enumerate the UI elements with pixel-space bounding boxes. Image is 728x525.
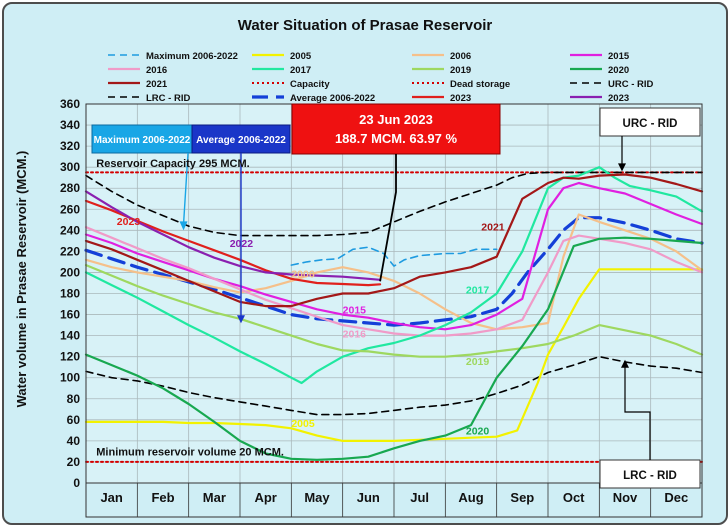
series-line-lrc-rid <box>85 355 703 416</box>
series-line-2021 <box>84 173 704 308</box>
series-label: 2019 <box>466 356 490 368</box>
reservoir-chart: Water Situation of Prasae Reservoir Maxi… <box>14 17 716 518</box>
series-label: 2015 <box>343 305 367 317</box>
maximum-arrowhead <box>179 221 188 231</box>
lrc-arrowhead <box>621 359 629 368</box>
series-line-2020 <box>84 236 704 461</box>
y-tick-label: 0 <box>73 476 80 490</box>
series-label: 2021 <box>481 221 505 233</box>
y-tick-label: 260 <box>60 202 80 216</box>
urc-label: URC - RID <box>623 118 678 130</box>
series-line-urc-rid <box>85 171 703 237</box>
maximum-pointer <box>182 152 189 225</box>
y-tick-label: 120 <box>60 350 80 364</box>
y-tick-label: 300 <box>60 160 80 174</box>
series-line-2023 <box>84 190 382 281</box>
legend-label: Maximum 2006-2022 <box>146 51 238 62</box>
legend-label: LRC - RID <box>146 93 190 104</box>
urc-arrowhead <box>618 163 626 172</box>
legend-label: 2015 <box>608 51 630 62</box>
series-line-2019 <box>84 264 704 358</box>
legend-label: 2006 <box>450 51 471 62</box>
series-line-2015 <box>84 181 704 331</box>
x-tick-label: Oct <box>563 490 585 505</box>
x-tick-label: Mar <box>203 490 226 505</box>
series-label: 2006 <box>291 269 315 281</box>
legend-label: Dead storage <box>450 79 510 90</box>
legend-label: 2019 <box>450 65 471 76</box>
x-tick-label: Nov <box>613 490 638 505</box>
legend-label: 2023 <box>450 93 471 104</box>
y-tick-label: 200 <box>60 265 80 279</box>
legend-label: 2023 <box>608 93 629 104</box>
legend-label: Capacity <box>290 79 330 90</box>
y-tick-label: 360 <box>60 97 80 111</box>
y-axis-label: Water volume in Prasae Reservoir (MCM.) <box>14 151 29 408</box>
average-arrowhead <box>237 315 245 324</box>
legend-label: 2016 <box>146 65 167 76</box>
x-tick-label: Dec <box>664 490 688 505</box>
legend-label: 2017 <box>290 65 311 76</box>
lrc-label-box <box>599 459 701 489</box>
x-tick-label: Jul <box>410 490 429 505</box>
series-label: 2017 <box>466 285 490 297</box>
y-tick-label: 140 <box>60 329 80 343</box>
current-pointer <box>379 154 397 282</box>
series-label: 2023 <box>117 216 141 228</box>
legend-label: URC - RID <box>608 79 654 90</box>
series-line-average-2006-2022 <box>84 216 704 327</box>
reference-lines <box>85 171 703 463</box>
lrc-label: LRC - RID <box>623 470 677 482</box>
legend-label: Average 2006-2022 <box>290 93 375 104</box>
lrc-pointer <box>624 364 651 460</box>
series-labels: 2023202220062015201620172019202120052020 <box>117 216 505 438</box>
y-tick-label: 80 <box>67 392 81 406</box>
urc-label-box <box>599 107 701 137</box>
current-status-box <box>291 103 501 155</box>
x-tick-label: Apr <box>254 490 276 505</box>
y-tick-label: 320 <box>60 139 80 153</box>
x-tick-label: Feb <box>151 490 174 505</box>
x-tick-label: Jan <box>100 490 122 505</box>
series-label: 2016 <box>343 329 367 341</box>
legend-label: 2005 <box>290 51 312 62</box>
axes: 0 20 40 60 80 100 120 140 160 180 200 220 240 260 280 3… <box>60 97 703 518</box>
x-tick-label: Sep <box>510 490 534 505</box>
y-tick-label: 40 <box>67 434 81 448</box>
dead-storage-label: Minimum reservoir volume 20 MCM. <box>96 447 284 459</box>
legend: Maximum 2006-2022 2005 2006 2015 2016 2017 201… <box>96 44 716 104</box>
series-lines <box>84 166 704 461</box>
capacity-label: Reservoir Capacity 295 MCM. <box>96 158 249 170</box>
annotations: 23 Jun 2023 188.7 MCM. 63.97 % Maximum 200… <box>91 103 701 489</box>
legend-box <box>96 44 716 104</box>
y-tick-label: 20 <box>67 455 81 469</box>
x-tick-label: Jun <box>357 490 380 505</box>
y-tick-label: 240 <box>60 223 80 237</box>
x-tick-label: Aug <box>458 490 483 505</box>
y-tick-label: 340 <box>60 118 80 132</box>
y-tick-label: 100 <box>60 371 80 385</box>
x-tick-label: May <box>304 490 330 505</box>
y-tick-label: 160 <box>60 308 80 322</box>
current-date: 23 Jun 2023 <box>359 112 433 127</box>
chart-title: Water Situation of Prasae Reservoir <box>238 17 493 34</box>
series-line-maximum-2006-2022 <box>290 246 498 267</box>
y-tick-label: 220 <box>60 244 80 258</box>
y-tick-label: 180 <box>60 287 80 301</box>
legend-label: 2020 <box>608 65 629 76</box>
series-line-2016 <box>84 226 704 337</box>
series-label: 2020 <box>466 426 490 438</box>
maximum-label: Maximum 2006-2022 <box>94 135 191 146</box>
y-tick-label: 280 <box>60 181 80 195</box>
average-label-box <box>191 124 291 154</box>
current-volume: 188.7 MCM. 63.97 % <box>335 131 458 146</box>
average-label: Average 2006-2022 <box>196 135 286 146</box>
series-label: 2005 <box>291 418 315 430</box>
series-line-2017 <box>84 166 704 385</box>
legend-label: 2021 <box>146 79 168 90</box>
y-tick-label: 60 <box>67 413 81 427</box>
